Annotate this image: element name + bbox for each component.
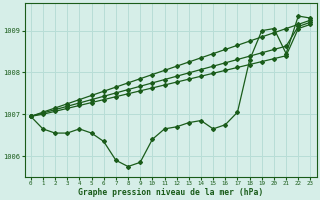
X-axis label: Graphe pression niveau de la mer (hPa): Graphe pression niveau de la mer (hPa) bbox=[78, 188, 263, 197]
